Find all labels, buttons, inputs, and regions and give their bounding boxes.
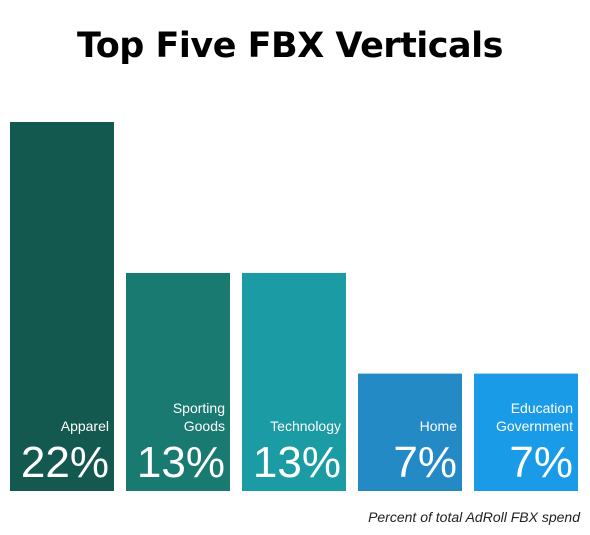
category-label: Technology (270, 418, 341, 434)
chart-footnote: Percent of total AdRoll FBX spend (368, 509, 580, 525)
bar-3 (242, 272, 346, 491)
bar-1 (10, 122, 114, 491)
chart-title: Top Five FBX Verticals (76, 26, 504, 66)
value-label: 13% (253, 438, 341, 487)
value-label: 13% (137, 438, 225, 487)
category-label: Goods (184, 418, 225, 434)
bar-2 (126, 272, 230, 491)
category-label: Education (511, 400, 573, 416)
category-label: Government (496, 418, 573, 434)
value-label: 22% (21, 438, 109, 487)
value-label: 7% (393, 438, 457, 487)
value-label: 7% (509, 438, 573, 487)
category-label: Apparel (61, 418, 109, 434)
bar-4 (358, 373, 462, 491)
bar-5 (474, 373, 578, 491)
category-label: Sporting (173, 400, 225, 416)
category-label: Home (420, 418, 458, 434)
